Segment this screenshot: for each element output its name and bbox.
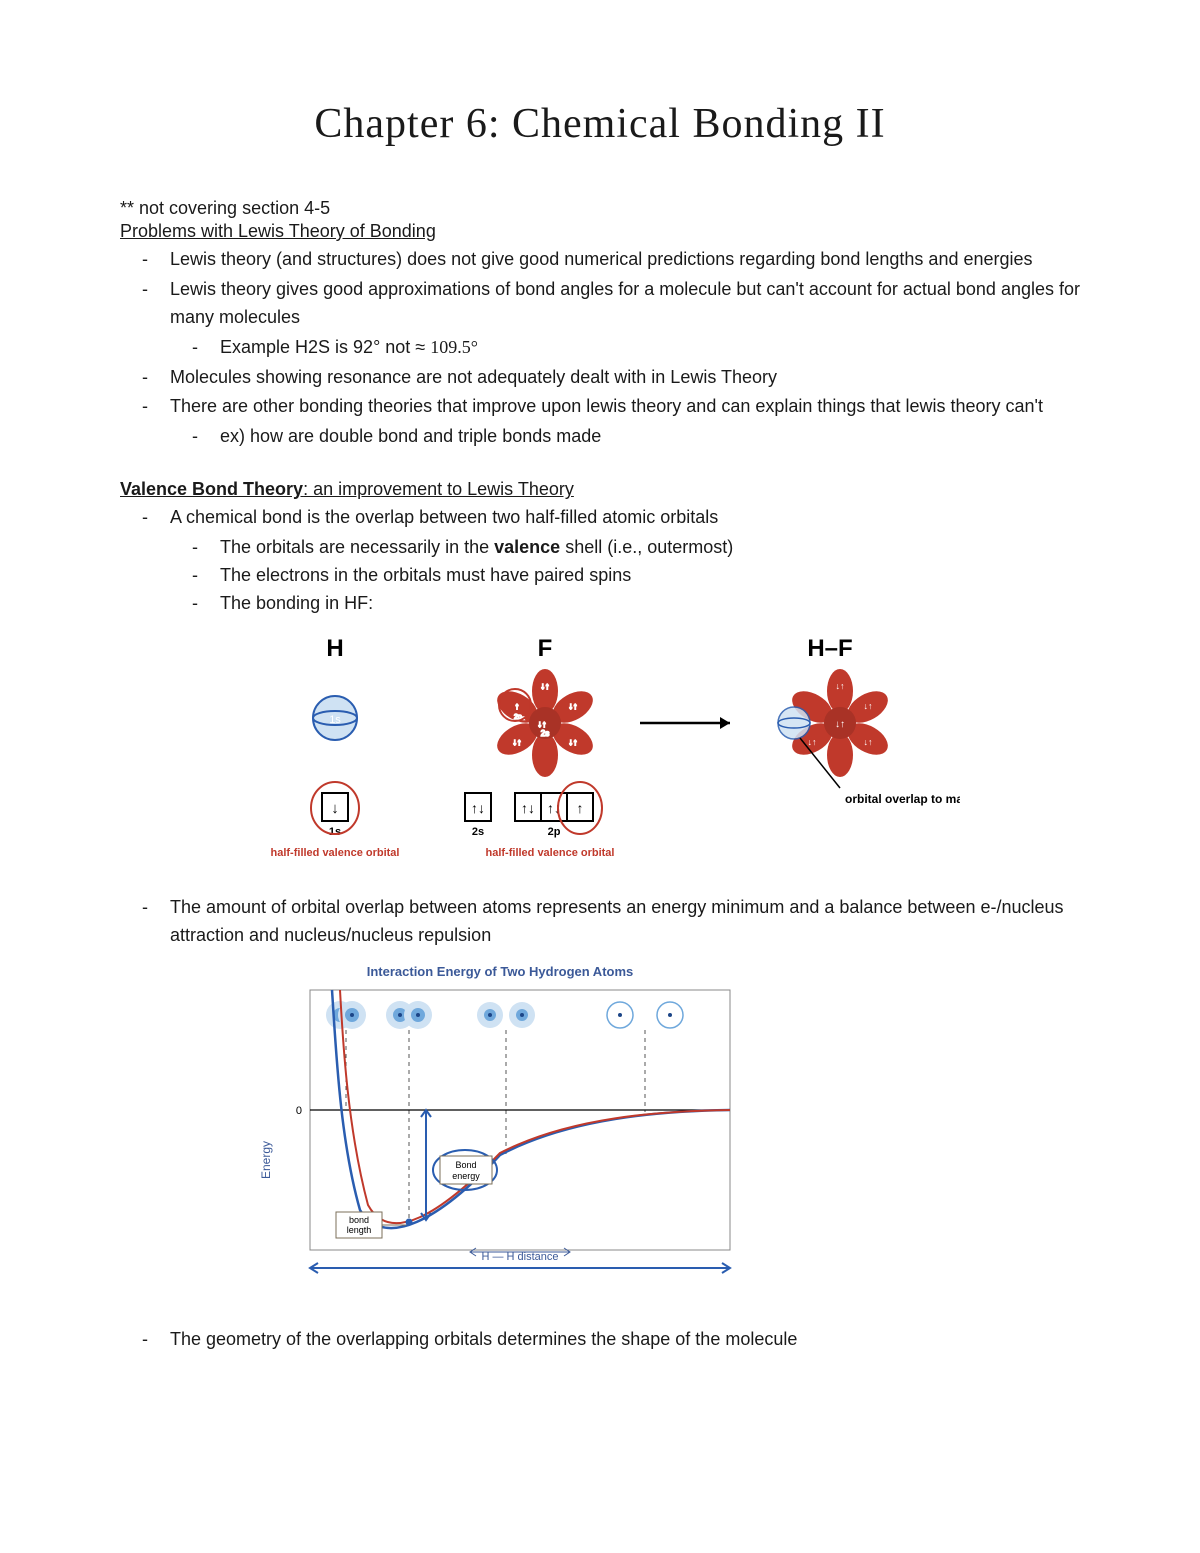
svg-text:1s: 1s bbox=[329, 826, 341, 838]
svg-text:bond: bond bbox=[349, 1215, 369, 1225]
bullet-text: A chemical bond is the overlap between t… bbox=[170, 507, 718, 527]
svg-text:↓↑: ↓↑ bbox=[864, 701, 873, 711]
hf-orbital-diagram: H F H–F 1s bbox=[120, 628, 1080, 888]
math-text: 109.5° bbox=[430, 337, 478, 357]
svg-text:↓↑: ↓↑ bbox=[835, 719, 845, 730]
svg-text:1s: 1s bbox=[329, 714, 341, 726]
svg-text:↓↑: ↓↑ bbox=[864, 737, 873, 747]
svg-text:↑↓: ↑↓ bbox=[521, 800, 535, 816]
f-atom-orbitals: ↓↑ 2s ↓↑ ↓↑ ↑ 2pₓ ↓↑ ↓↑ bbox=[492, 669, 599, 777]
svg-text:2s: 2s bbox=[472, 826, 484, 838]
svg-text:↓: ↓ bbox=[331, 800, 339, 817]
page: Chapter 6: Chemical Bonding II ** not co… bbox=[0, 0, 1200, 1437]
h-orbital-box: ↓ 1s bbox=[311, 782, 359, 838]
atom-pairs bbox=[326, 1001, 683, 1029]
svg-text:↓↑: ↓↑ bbox=[808, 737, 817, 747]
svg-text:↑: ↑ bbox=[515, 701, 520, 711]
hf-label: H–F bbox=[807, 635, 852, 662]
bullet: Lewis theory (and structures) does not g… bbox=[170, 246, 1080, 274]
t: The orbitals are necessarily in the bbox=[220, 537, 494, 557]
section2-heading: Valence Bond Theory: an improvement to L… bbox=[120, 479, 1080, 500]
bullet: There are other bonding theories that im… bbox=[170, 393, 1080, 451]
svg-text:↑↓: ↑↓ bbox=[471, 800, 485, 816]
bullet-text: There are other bonding theories that im… bbox=[170, 396, 1043, 416]
hf-product-orbitals: ↓↑ ↓↑ ↓↑ ↓↑ ↓↑ bbox=[778, 669, 893, 777]
half-filled-caption-1: half-filled valence orbital bbox=[271, 847, 400, 859]
h-atom-orbital: 1s bbox=[313, 696, 357, 740]
section1-heading: Problems with Lewis Theory of Bonding bbox=[120, 221, 1080, 242]
sub-bullet: ex) how are double bond and triple bonds… bbox=[220, 423, 1080, 451]
bullet: Lewis theory gives good approximations o… bbox=[170, 276, 1080, 362]
chart-title: Interaction Energy of Two Hydrogen Atoms bbox=[367, 964, 634, 979]
y-axis-label: Energy bbox=[259, 1141, 273, 1179]
svg-text:↓↑: ↓↑ bbox=[541, 681, 550, 691]
svg-text:↑: ↑ bbox=[577, 800, 584, 816]
half-filled-caption-2: half-filled valence orbital bbox=[486, 847, 615, 859]
example-text: Example H2S is 92° not ≈ bbox=[220, 337, 430, 357]
heading-bold: Valence Bond Theory bbox=[120, 479, 303, 499]
svg-text:length: length bbox=[347, 1225, 372, 1235]
combine-arrow-icon bbox=[640, 717, 730, 729]
bullet: The geometry of the overlapping orbitals… bbox=[170, 1326, 1080, 1354]
x-axis-label: H — H distance bbox=[481, 1251, 558, 1263]
svg-text:↓↑: ↓↑ bbox=[538, 719, 547, 729]
svg-text:↓↑: ↓↑ bbox=[513, 737, 522, 747]
bullet: The amount of orbital overlap between at… bbox=[170, 894, 1080, 950]
section2-list-a: A chemical bond is the overlap between t… bbox=[120, 504, 1080, 618]
bullet: Molecules showing resonance are not adeq… bbox=[170, 364, 1080, 392]
bond-length-box: bond length bbox=[336, 1212, 406, 1238]
h-label: H bbox=[326, 635, 343, 662]
svg-text:2s: 2s bbox=[541, 729, 549, 738]
f-label: F bbox=[538, 635, 553, 662]
svg-text:energy: energy bbox=[452, 1171, 480, 1181]
skip-note: ** not covering section 4-5 bbox=[120, 198, 1080, 219]
svg-text:↓↑: ↓↑ bbox=[569, 701, 578, 711]
bullet-text: Lewis theory gives good approximations o… bbox=[170, 279, 1080, 327]
sub-bullet: The orbitals are necessarily in the vale… bbox=[220, 534, 1080, 562]
hand-annotations bbox=[310, 1110, 730, 1273]
droplines bbox=[346, 1030, 645, 1222]
overlap-caption: orbital overlap to make a bond bbox=[845, 792, 960, 806]
svg-text:Bond: Bond bbox=[455, 1160, 476, 1170]
zero-label: 0 bbox=[296, 1105, 302, 1117]
t: shell (i.e., outermost) bbox=[560, 537, 733, 557]
heading-rest: : an improvement to Lewis Theory bbox=[303, 479, 574, 499]
svg-text:2p: 2p bbox=[548, 826, 561, 838]
svg-text:↓↑: ↓↑ bbox=[569, 737, 578, 747]
page-title: Chapter 6: Chemical Bonding II bbox=[120, 100, 1080, 148]
sub-bullet: The electrons in the orbitals must have … bbox=[220, 562, 1080, 590]
sub-bullet: Example H2S is 92° not ≈ 109.5° bbox=[220, 334, 1080, 362]
section2-list-c: The geometry of the overlapping orbitals… bbox=[120, 1326, 1080, 1354]
f-orbital-boxes: ↑↓ 2s ↑↓ ↑↓ ↑ 2p bbox=[465, 782, 602, 838]
section2-list-b: The amount of orbital overlap between at… bbox=[120, 894, 1080, 950]
bold-word: valence bbox=[494, 537, 560, 557]
bond-energy-box: Bond energy bbox=[440, 1156, 492, 1184]
sub-bullet: The bonding in HF: bbox=[220, 590, 1080, 618]
svg-text:↓↑: ↓↑ bbox=[836, 681, 845, 691]
bullet: A chemical bond is the overlap between t… bbox=[170, 504, 1080, 618]
section1-list: Lewis theory (and structures) does not g… bbox=[120, 246, 1080, 451]
interaction-energy-chart: Interaction Energy of Two Hydrogen Atoms bbox=[120, 960, 1080, 1320]
